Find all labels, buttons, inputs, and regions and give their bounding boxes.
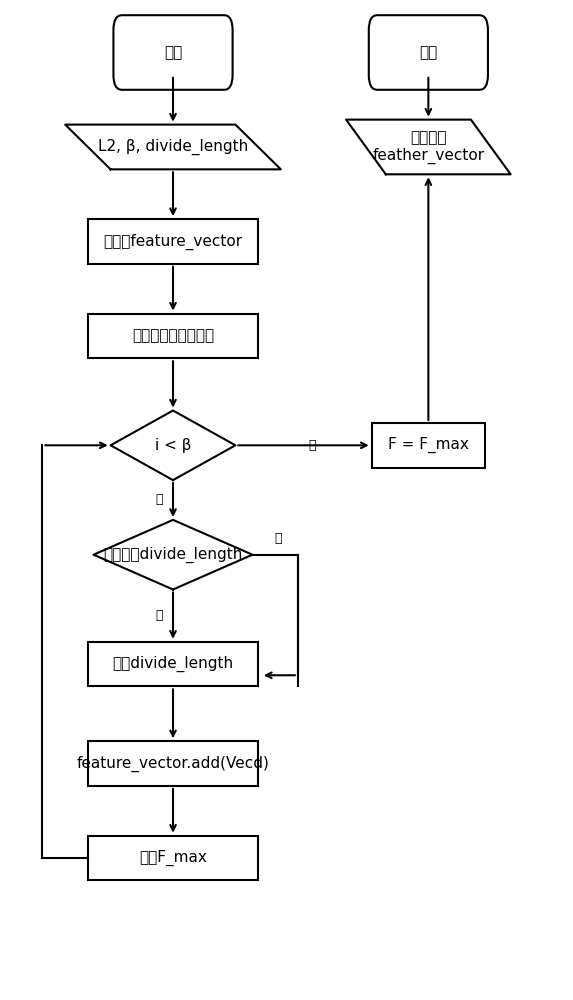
Bar [88,642,258,686]
Text: 开始: 开始 [164,45,182,60]
Polygon shape [346,120,511,174]
Bar [88,741,258,786]
Polygon shape [93,520,253,589]
Text: 更新divide_length: 更新divide_length [112,656,234,672]
Text: 结束: 结束 [419,45,438,60]
Text: 更新F_max: 更新F_max [139,850,207,866]
Text: L2, β, divide_length: L2, β, divide_length [98,139,248,155]
Text: 特征向量
feather_vector: 特征向量 feather_vector [372,130,484,164]
Text: 初始化feature_vector: 初始化feature_vector [104,233,242,250]
Bar [88,314,258,358]
Text: F = F_max: F = F_max [388,437,469,453]
Polygon shape [65,125,281,169]
Bar [88,836,258,880]
Text: 按照置信度参数排序: 按照置信度参数排序 [132,328,214,343]
Polygon shape [111,410,236,480]
Text: 是: 是 [155,493,163,506]
Bar [372,423,485,468]
FancyBboxPatch shape [369,15,488,90]
Text: 否: 否 [308,439,316,452]
Text: 否: 否 [274,532,282,545]
Bar [88,219,258,264]
Text: 是否更新divide_length: 是否更新divide_length [103,547,243,563]
Text: 是: 是 [155,609,163,622]
Text: feature_vector.add(Vecd): feature_vector.add(Vecd) [77,755,269,772]
FancyBboxPatch shape [113,15,233,90]
Text: i < β: i < β [155,438,191,453]
